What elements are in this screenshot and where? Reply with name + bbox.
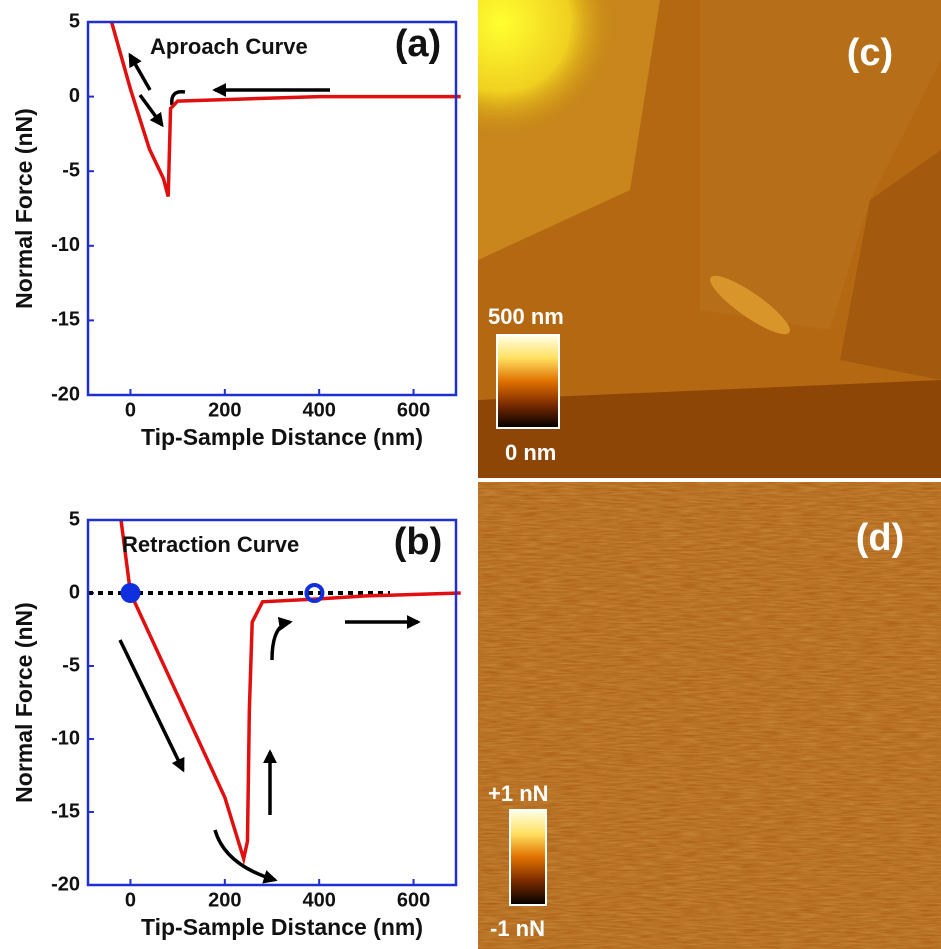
colorbar-min-label: 0 nm xyxy=(505,440,556,465)
x-tick-label: 200 xyxy=(208,399,241,421)
y-tick-label: 5 xyxy=(69,10,80,32)
x-tick-label: 200 xyxy=(208,889,241,911)
y-tick-label: -20 xyxy=(51,873,80,895)
x-axis-label: Tip-Sample Distance (nm) xyxy=(141,424,423,450)
annotation: Aproach Curve xyxy=(150,34,308,59)
y-tick-label: 0 xyxy=(69,581,80,603)
y-tick-label: -10 xyxy=(51,727,80,749)
x-axis-label: Tip-Sample Distance (nm) xyxy=(141,914,423,940)
marker xyxy=(304,583,325,603)
x-tick-label: 400 xyxy=(302,889,335,911)
panel-label: (a) xyxy=(395,23,441,65)
y-tick-label: -20 xyxy=(51,383,80,405)
marker xyxy=(120,583,141,603)
data-line xyxy=(109,21,461,198)
y-tick-label: -5 xyxy=(62,159,80,181)
arrows xyxy=(118,52,421,884)
y-tick-label: -5 xyxy=(62,654,80,676)
y-tick-label: -15 xyxy=(51,800,80,822)
y-tick-label: -10 xyxy=(51,234,80,256)
y-axis-label: Normal Force (nN) xyxy=(11,602,37,803)
x-tick-label: 0 xyxy=(125,399,136,421)
colorbar-max-label: +1 nN xyxy=(488,781,549,806)
plot-frame xyxy=(86,518,458,887)
panel-label: (d) xyxy=(856,517,905,559)
colorbar xyxy=(496,334,560,429)
y-tick-label: 0 xyxy=(69,85,80,107)
x-tick-label: 600 xyxy=(397,399,430,421)
colorbar-min-label: -1 nN xyxy=(490,916,545,941)
x-tick-label: 600 xyxy=(397,889,430,911)
x-tick-label: 0 xyxy=(125,889,136,911)
plot-frame xyxy=(86,20,458,397)
y-tick-label: 5 xyxy=(69,508,80,530)
colorbar-max-label: 500 nm xyxy=(488,304,564,329)
colorbar xyxy=(509,809,547,906)
annotation: Retraction Curve xyxy=(122,532,299,557)
panel-label: (c) xyxy=(847,32,893,74)
x-tick-label: 400 xyxy=(302,399,335,421)
data-line xyxy=(119,519,461,866)
y-axis-label: Normal Force (nN) xyxy=(11,108,37,309)
panel-label: (b) xyxy=(394,521,443,563)
image-d: (d) +1 nN -1 nN xyxy=(478,482,941,949)
image-c: (c) 500 nm 0 nm xyxy=(478,0,941,478)
y-tick-label: -15 xyxy=(51,309,80,331)
